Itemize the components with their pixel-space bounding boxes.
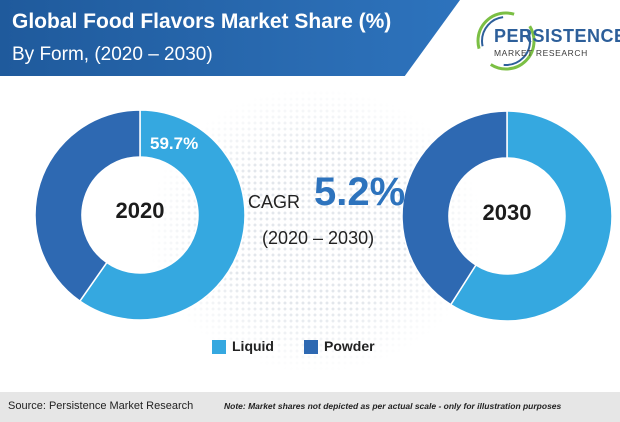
logo-name: PERSISTENCE (494, 26, 620, 46)
donut-2020-slice-powder (34, 109, 141, 303)
donut-2020-slice-liquid (78, 109, 246, 321)
logo-tagline: MARKET RESEARCH (494, 48, 588, 58)
source-note: Source: Persistence Market Research (8, 400, 194, 412)
donut-2030-center-label: 2030 (482, 200, 532, 225)
donut-2020-liquid-value-label: 59.7% (150, 134, 199, 153)
legend-label-liquid: Liquid (232, 338, 274, 354)
legend-swatch-powder (304, 340, 318, 354)
scale-disclaimer: Note: Market shares not depicted as per … (224, 401, 562, 411)
title-banner (0, 0, 460, 76)
cagr-period: (2020 – 2030) (262, 228, 375, 248)
company-logo: PERSISTENCE MARKET RESEARCH (472, 8, 620, 74)
donut-2030-slice-powder (401, 110, 508, 306)
cagr-label: CAGR (248, 192, 301, 212)
chart-title: Global Food Flavors Market Share (%) (12, 10, 392, 33)
legend-swatch-liquid (212, 340, 226, 354)
chart-subtitle: By Form, (2020 – 2030) (12, 44, 213, 65)
donut-2020-center-label: 2020 (115, 198, 165, 223)
cagr-value: 5.2% (314, 170, 406, 214)
donut-2030-slice-liquid (449, 110, 613, 322)
logo-ring-icon (476, 11, 536, 71)
legend-label-powder: Powder (324, 338, 375, 354)
footer: Source: Persistence Market Research Note… (0, 392, 620, 422)
